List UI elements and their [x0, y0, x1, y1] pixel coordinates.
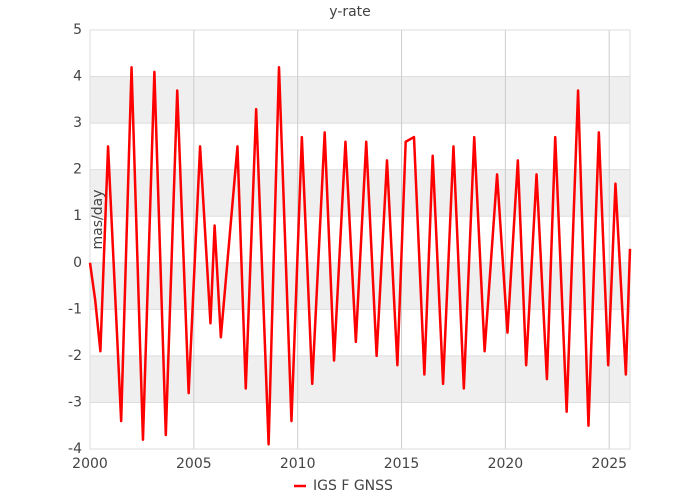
y-tick-label: 0 [73, 255, 82, 271]
x-tick-label: 2020 [488, 456, 524, 472]
x-tick-label: 2015 [384, 456, 420, 472]
grid-band [90, 355, 630, 403]
y-tick-label: 2 [73, 162, 82, 178]
data-line [88, 65, 632, 446]
x-tick-label: 2005 [176, 456, 212, 472]
x-tick-label: 2025 [591, 456, 627, 472]
plot-frame [89, 29, 631, 450]
y-axis-label: mas/day [90, 190, 106, 250]
y-tick-label: 3 [73, 115, 82, 131]
grid-band [90, 76, 630, 124]
x-tick-label: 2010 [280, 456, 316, 472]
y-tick-label: -4 [68, 441, 82, 457]
y-tick-label: -1 [68, 301, 82, 317]
chart-title: y-rate [329, 4, 371, 20]
y-tick-label: 4 [73, 69, 82, 85]
grid-band [90, 169, 630, 217]
legend-label: IGS F GNSS [313, 478, 393, 494]
y-tick-label: 1 [73, 208, 82, 224]
y-tick-label: 5 [73, 22, 82, 38]
y-tick-label: -3 [68, 394, 82, 410]
x-tick-label: 2000 [72, 456, 108, 472]
y-tick-label: -2 [68, 348, 82, 364]
